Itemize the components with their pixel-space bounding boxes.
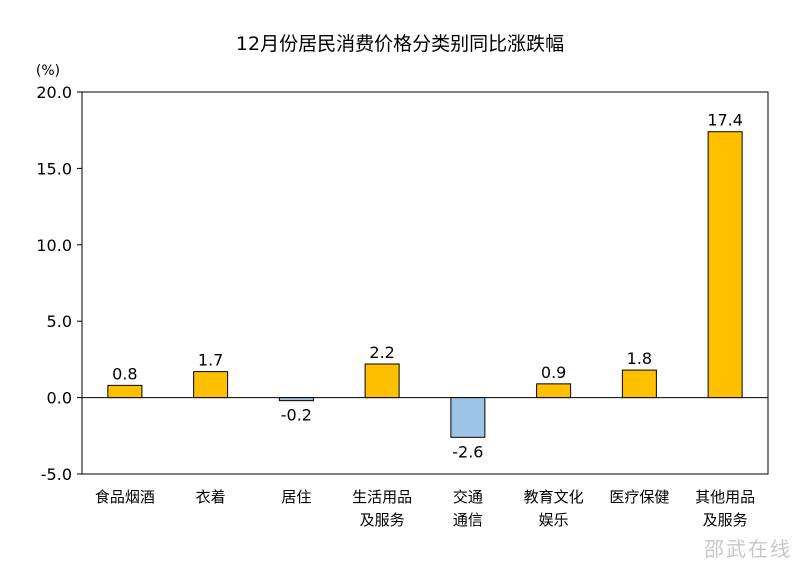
watermark: 邵武在线 <box>704 537 792 561</box>
x-category-label: 及服务 <box>703 511 748 529</box>
bar <box>621 369 657 399</box>
chart-title: 12月份居民消费价格分类别同比涨跌幅 <box>236 33 564 55</box>
bars <box>107 131 743 438</box>
x-category-label: 通信 <box>453 511 483 529</box>
data-label: 0.9 <box>541 363 566 382</box>
bar <box>364 363 400 399</box>
y-tick-label: 0.0 <box>47 389 72 408</box>
x-category-label: 生活用品 <box>352 488 412 506</box>
data-label: 0.8 <box>112 364 137 383</box>
data-label: -0.2 <box>281 406 312 425</box>
x-category-label: 其他用品 <box>695 488 755 506</box>
y-tick-label: 15.0 <box>36 159 72 178</box>
y-axis-ticks: 20.0 15.0 10.0 5.0 0.0 -5.0 <box>36 83 82 484</box>
data-label: 1.7 <box>198 351 223 370</box>
bar <box>278 397 314 402</box>
y-axis-unit: (%) <box>36 63 60 79</box>
data-label: 17.4 <box>707 111 743 130</box>
y-tick-label: 10.0 <box>36 236 72 255</box>
bar <box>193 371 229 399</box>
bar <box>707 131 743 399</box>
data-labels: 0.8 1.7 -0.2 2.2 -2.6 0.9 1.8 17.4 <box>112 111 743 462</box>
data-label: -2.6 <box>452 442 483 461</box>
x-category-label: 教育文化 <box>524 488 584 506</box>
bar <box>107 384 143 399</box>
data-label: 1.8 <box>627 349 652 368</box>
plot-area <box>81 91 769 475</box>
x-category-label: 食品烟酒 <box>95 488 155 506</box>
x-category-label: 交通 <box>453 488 483 506</box>
x-category-label: 及服务 <box>360 511 405 529</box>
bar <box>450 397 486 438</box>
bar <box>536 383 572 399</box>
x-category-label: 居住 <box>281 488 311 506</box>
y-tick-label: 5.0 <box>47 312 72 331</box>
y-tick-label: -5.0 <box>41 465 72 484</box>
y-tick-label: 20.0 <box>36 83 72 102</box>
x-category-label: 衣着 <box>196 488 226 506</box>
data-label: 2.2 <box>369 343 394 362</box>
x-category-label: 娱乐 <box>539 511 569 529</box>
x-category-label: 医疗保健 <box>609 488 669 506</box>
